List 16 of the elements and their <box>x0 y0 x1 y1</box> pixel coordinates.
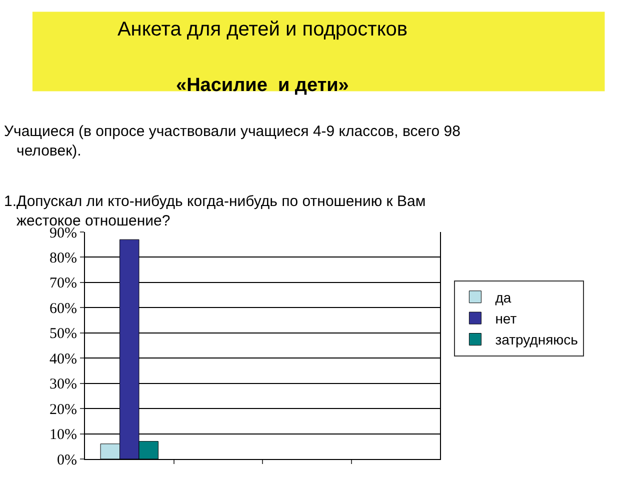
y-tick-label: 10% <box>50 427 77 444</box>
chart-title: Анкета для детей и подростков <box>117 18 408 41</box>
y-tick-label: 60% <box>50 300 77 317</box>
chart-subtitle: «Насилие и дети» <box>176 75 349 96</box>
text: Учащиеся (в опросе участвовали учащиеся 4-9 классов, всего 98 человек). <box>4 123 460 160</box>
y-tick-label: 70% <box>50 276 77 292</box>
y-tick-label: 0% <box>57 452 77 468</box>
y-tick-label: 20% <box>50 402 77 418</box>
legend-label: затрудняюсь <box>495 332 578 348</box>
y-tick-label: 40% <box>50 351 77 368</box>
y-tick-label: 90% <box>50 225 77 242</box>
y-tick-label: 30% <box>50 376 77 393</box>
legend-label: нет <box>495 310 518 327</box>
y-tick-label: 80% <box>50 250 77 266</box>
legend-label: да <box>495 289 512 306</box>
y-tick-label: 50% <box>50 326 77 342</box>
